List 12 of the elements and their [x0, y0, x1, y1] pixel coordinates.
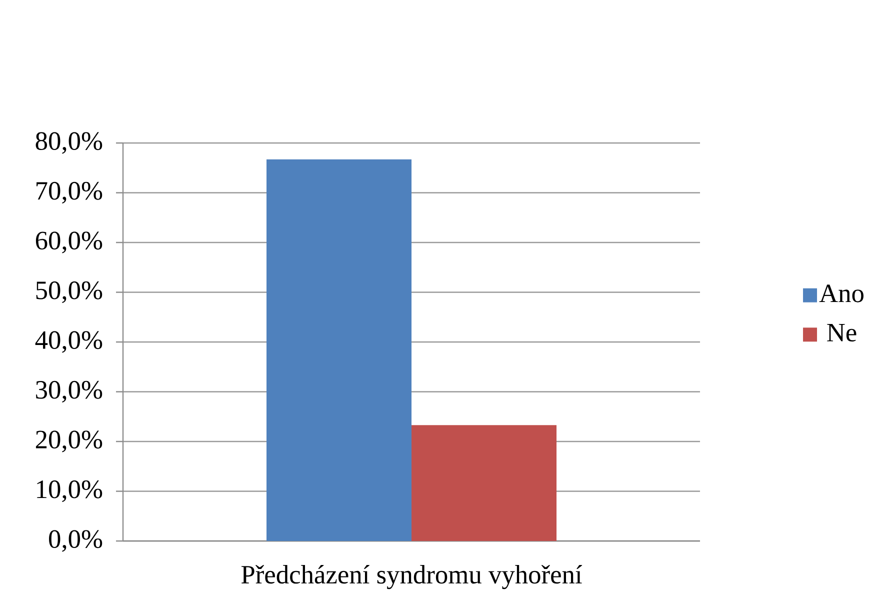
y-tick-label: 10,0%	[37, 480, 102, 502]
y-tick-label: 20,0%	[36, 430, 102, 452]
y-tick-label: 50,0%	[36, 281, 102, 304]
x-tick-label: Předcházení syndromu vyhoření	[241, 564, 582, 590]
y-tick-label: 80,0%	[36, 132, 102, 154]
y-tick-label: 0,0%	[49, 530, 102, 552]
y-tick-label: 60,0%	[36, 232, 102, 254]
legend-label: Ne	[827, 324, 856, 342]
y-tick-label: 70,0%	[36, 182, 102, 204]
y-tick-label: 30,0%	[36, 380, 102, 403]
y-tick-label: 40,0%	[35, 331, 102, 353]
legend-label: Ano	[819, 284, 864, 302]
